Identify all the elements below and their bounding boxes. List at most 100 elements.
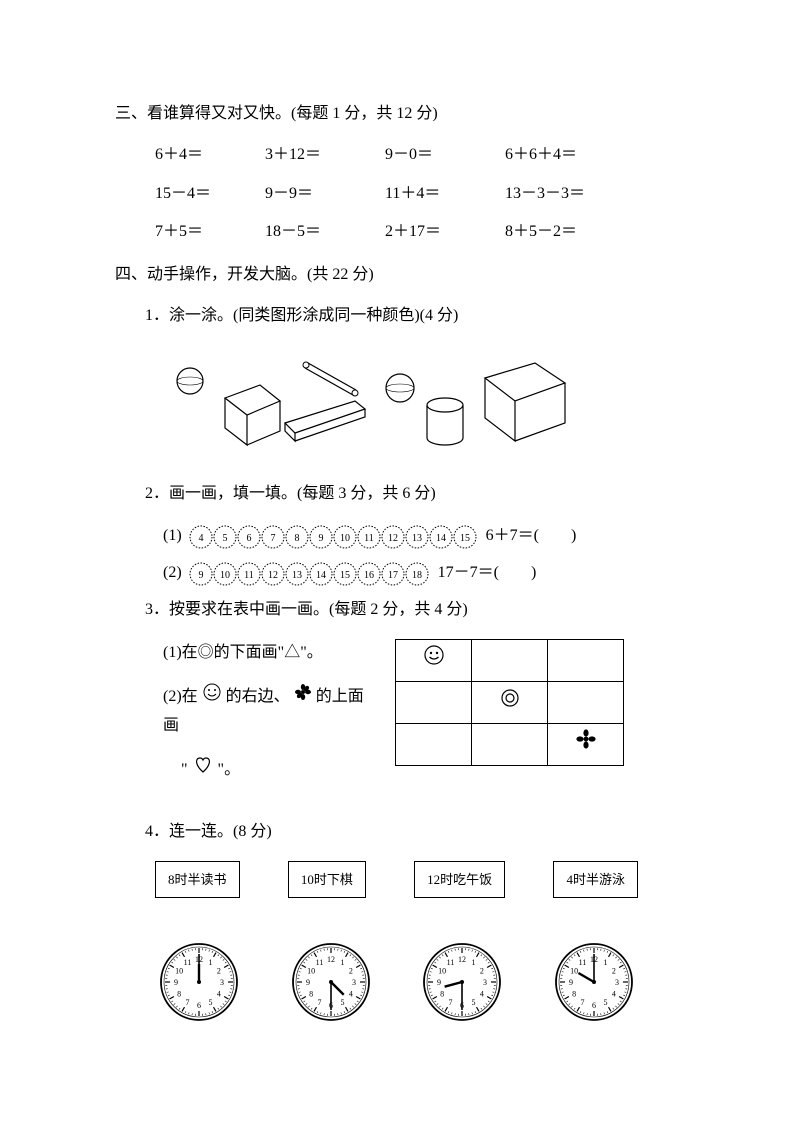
section4-title: 四、动手操作，开发大脑。(共 22 分) [115,261,678,290]
q1-title: 1．涂一涂。(同类图形涂成同一种颜色)(4 分) [115,302,678,331]
svg-text:4: 4 [612,990,616,999]
q2-tail: 6＋7＝( ) [486,522,577,551]
svg-text:9: 9 [306,978,310,987]
grid-cell-flower [548,723,624,765]
grid-cell-smiley [396,639,472,681]
svg-text:15: 15 [340,570,350,581]
svg-text:9: 9 [174,978,178,987]
svg-text:4: 4 [198,533,203,544]
grid-cell [548,639,624,681]
eq-cell: 13－3－3＝ [505,180,665,209]
eq-cell: 9－9＝ [265,180,385,209]
eq-cell: 6＋4＝ [155,141,265,170]
svg-text:15: 15 [460,533,470,544]
svg-text:8: 8 [294,533,299,544]
q3-wrap: (1)在◎的下面画"△"。 (2)在 的右边、 的上面画 " "。 [115,639,678,800]
eq-cell: 7＋5＝ [155,218,265,247]
svg-text:4: 4 [480,990,484,999]
heart-icon [192,755,214,786]
svg-text:2: 2 [217,967,221,976]
svg-text:12: 12 [268,570,278,581]
svg-text:12: 12 [388,533,398,544]
eq-row-1: 15－4＝ 9－9＝ 11＋4＝ 13－3－3＝ [115,180,678,209]
svg-text:11: 11 [244,570,254,581]
svg-text:13: 13 [292,570,302,581]
svg-text:2: 2 [480,967,484,976]
grid-cell [396,723,472,765]
eq-cell: 11＋4＝ [385,180,505,209]
svg-text:11: 11 [447,958,455,967]
svg-text:7: 7 [580,998,584,1007]
svg-text:17: 17 [388,570,398,581]
q2-title: 2．画一画，填一填。(每题 3 分，共 6 分) [115,480,678,509]
smiley-icon [202,682,222,713]
eq-cell: 8＋5－2＝ [505,218,665,247]
eq-row-0: 6＋4＝ 3＋12＝ 9－0＝ 6＋6＋4＝ [115,141,678,170]
number-circles: 9 10 11 12 13 14 15 16 17 18 [188,561,432,587]
grid-cell [548,681,624,723]
number-circles: 456789101112131415 [188,524,480,550]
svg-text:7: 7 [186,998,190,1007]
grid-cell [472,639,548,681]
clock-icon: 123456789101112 [155,938,243,1026]
svg-text:8: 8 [177,990,181,999]
svg-text:7: 7 [270,533,275,544]
q3-left: (1)在◎的下面画"△"。 (2)在 的右边、 的上面画 " "。 [115,639,375,800]
q4-title: 4．连一连。(8 分) [115,818,678,847]
time-box: 10时下棋 [288,861,366,898]
svg-text:9: 9 [437,978,441,987]
svg-text:1: 1 [603,958,607,967]
svg-text:5: 5 [603,998,607,1007]
flower-icon [294,683,312,712]
svg-text:8: 8 [309,990,313,999]
q2-tail: 17－7＝( ) [438,559,537,588]
svg-text:8: 8 [572,990,576,999]
section3-title: 三、看谁算得又对又快。(每题 1 分，共 12 分) [115,100,678,129]
svg-text:10: 10 [307,967,315,976]
svg-text:9: 9 [569,978,573,987]
shapes-illustration [165,353,585,453]
svg-text:18: 18 [412,570,422,581]
q2-row-1: (2) 9101112131415161718 17－7＝( ) [115,559,678,588]
svg-text:9: 9 [318,533,323,544]
svg-text:14: 14 [316,570,326,581]
svg-text:2: 2 [612,967,616,976]
svg-text:10: 10 [340,533,350,544]
q2-label: (1) [163,522,182,551]
svg-text:13: 13 [412,533,422,544]
svg-text:3: 3 [483,978,487,987]
svg-text:10: 10 [438,967,446,976]
svg-text:12: 12 [458,955,466,964]
q4-boxes: 8时半读书 10时下棋 12时吃午饭 4时半游泳 [115,861,678,898]
svg-text:12: 12 [327,955,335,964]
eq-row-2: 7＋5＝ 18－5＝ 2＋17＝ 8＋5－2＝ [115,218,678,247]
q3-title: 3．按要求在表中画一画。(每题 2 分，共 4 分) [115,596,678,625]
grid-cell [396,681,472,723]
svg-text:6: 6 [197,1001,201,1010]
svg-text:11: 11 [315,958,323,967]
q3-line2: (2)在 的右边、 的上面画 [163,682,375,742]
svg-text:5: 5 [340,998,344,1007]
svg-text:11: 11 [579,958,587,967]
grid-cell [472,723,548,765]
svg-text:9: 9 [198,570,203,581]
eq-cell: 18－5＝ [265,218,385,247]
svg-text:11: 11 [184,958,192,967]
svg-text:10: 10 [175,967,183,976]
svg-text:4: 4 [217,990,221,999]
svg-text:1: 1 [472,958,476,967]
eq-cell: 6＋6＋4＝ [505,141,665,170]
svg-text:10: 10 [220,570,230,581]
svg-text:4: 4 [349,990,353,999]
svg-text:6: 6 [246,533,251,544]
time-box: 12时吃午饭 [414,861,505,898]
eq-cell: 9－0＝ [385,141,505,170]
svg-text:5: 5 [222,533,227,544]
svg-text:3: 3 [352,978,356,987]
eq-cell: 2＋17＝ [385,218,505,247]
svg-text:5: 5 [472,998,476,1007]
q3-line1: (1)在◎的下面画"△"。 [163,639,375,668]
svg-text:14: 14 [436,533,446,544]
svg-text:16: 16 [364,570,374,581]
clocks-row: 123456789101112 123456789101112 12345678… [115,938,678,1026]
